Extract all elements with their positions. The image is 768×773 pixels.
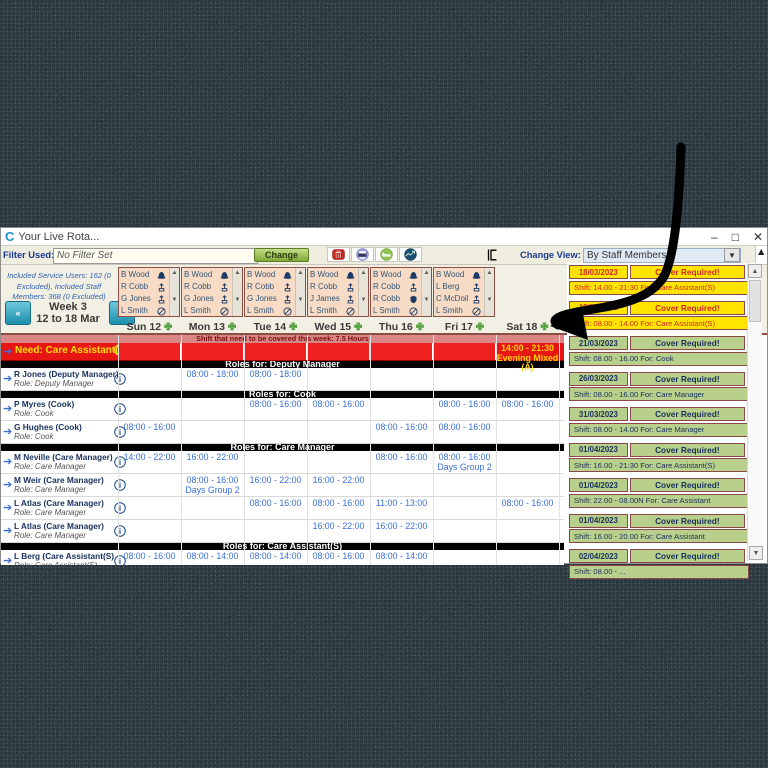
svg-text:i: i: [119, 375, 121, 384]
svg-text:i: i: [119, 481, 121, 490]
svg-text:i: i: [119, 405, 121, 414]
svg-text:i: i: [119, 527, 121, 536]
svg-text:i: i: [119, 504, 121, 513]
